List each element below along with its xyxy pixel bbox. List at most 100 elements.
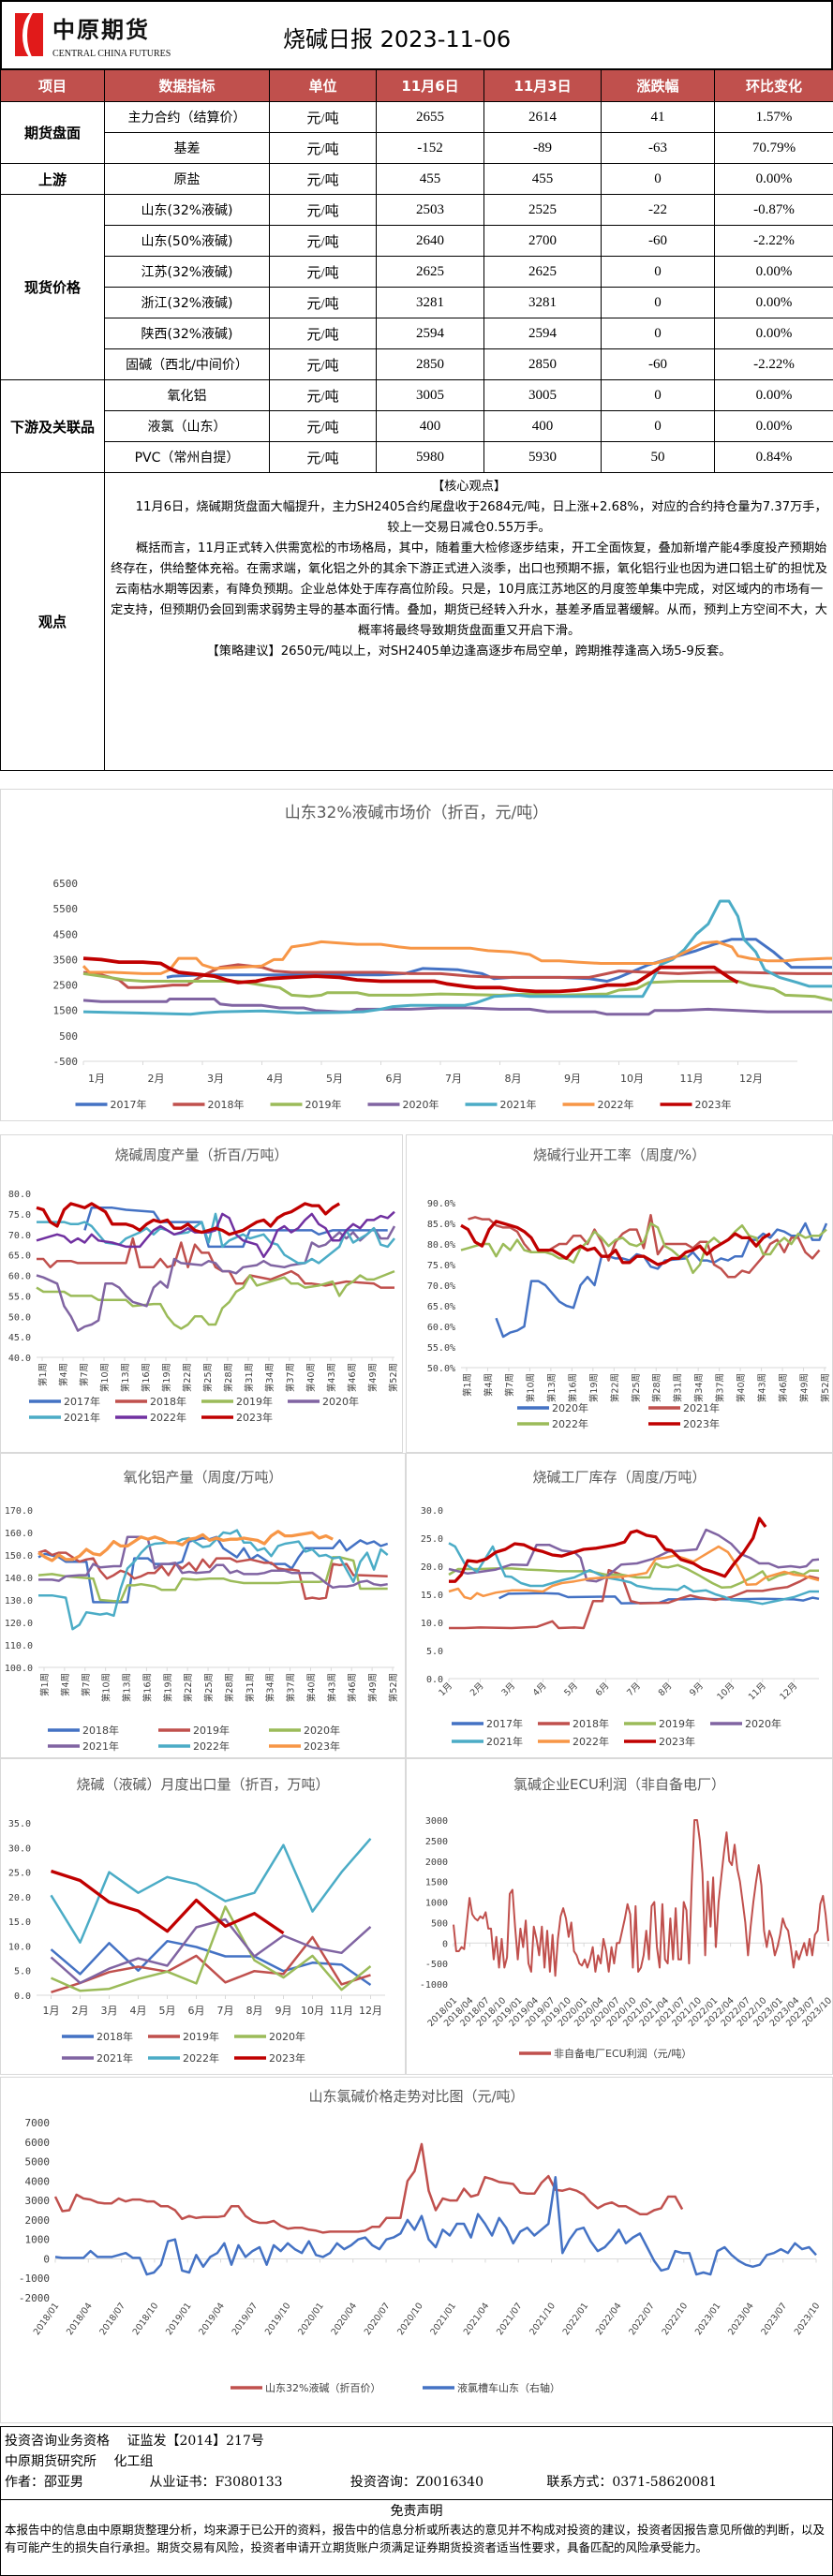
legend-label: 2017年 (111, 1098, 147, 1111)
x-tick-label: 第46周 (347, 1673, 358, 1702)
x-tick-label: 2023/04 (726, 2301, 756, 2337)
institute-text: 中原期货研究所 化工组 (5, 2454, 154, 2469)
x-tick-label: 12月 (778, 1680, 799, 1702)
category-cell: 期货盘面 (0, 101, 105, 164)
y-tick-label: 25.0 (8, 1869, 31, 1879)
y-tick-label: 0 (442, 1939, 448, 1949)
unit-cell: 元/吨 (269, 348, 377, 380)
table-row: 液氯（山东） 元/吨 400 400 0 0.00% (1, 410, 833, 442)
x-tick-label: 2月 (469, 1680, 486, 1698)
x-tick-label: 第10周 (101, 1673, 112, 1702)
y-tick-label: 500 (59, 1030, 78, 1043)
chart-title: 氯碱企业ECU利润（非自备电厂） (513, 1776, 725, 1793)
x-tick-label: 2021/07 (495, 2301, 525, 2337)
y-tick-label: 100.0 (5, 1664, 33, 1674)
x-tick-label: 第52周 (388, 1363, 399, 1392)
x-tick-label: 第31周 (245, 1673, 256, 1702)
market-data-table: 项目 数据指标 单位 11月6日 11月3日 涨跌幅 环比变化 期货盘面 主力合约（结算价） 元… (0, 69, 833, 771)
table-row: 浙江(32%液碱) 元/吨 3281 3281 0 0.00% (1, 287, 833, 318)
view-paragraph: 【策略建议】2650元/吨以上，对SH2405单边逢高逐步布局空单，跨期推荐逢高… (206, 644, 732, 659)
legend-label: 2022年 (573, 1735, 609, 1748)
column-header: 单位 (269, 69, 377, 102)
y-tick-label: -2000 (19, 2292, 50, 2304)
table-row: 固碱（西北/中间价） 元/吨 2850 2850 -60 -2.22% (1, 348, 833, 380)
chart-title: 烧碱工厂库存（周度/万吨） (532, 1469, 706, 1486)
y-tick-label: 2500 (53, 980, 79, 992)
chart-ecu-profit: 氯碱企业ECU利润（非自备电厂） -1000 -500 0 500 1000 1500 200… (406, 1758, 833, 2075)
x-tick-label: 2022/10 (661, 2301, 691, 2337)
x-tick-label: 2019/07 (231, 2301, 260, 2337)
pct-change-cell: -2.22% (714, 225, 833, 257)
x-tick-label: 3月 (207, 1073, 224, 1085)
x-tick-label: 第7周 (81, 1673, 92, 1696)
y-tick-label: 25.0 (421, 1534, 443, 1545)
series-line-32 (53, 2142, 684, 2234)
x-tick-label: 10月 (301, 2005, 324, 2017)
category-cell: 现货价格 (0, 194, 105, 380)
change-cell: 0 (601, 379, 715, 411)
qualification-text: 投资咨询业务资格 证监发【2014】217号 (5, 2434, 264, 2449)
column-header: 11月6日 (376, 69, 484, 102)
y-tick-label: 75.0% (427, 1261, 455, 1271)
series-line-2023 (36, 1202, 341, 1236)
category-cell: 下游及关联品 (0, 379, 105, 473)
legend-label: 2020年 (304, 1724, 340, 1737)
x-tick-label: 6月 (386, 1073, 403, 1085)
y-tick-label: 1000 (25, 2234, 51, 2246)
x-tick-label: 第22周 (183, 1673, 194, 1702)
legend-label: 2022年 (552, 1417, 588, 1430)
y-tick-label: 0.0 (426, 1675, 443, 1685)
y-tick-label: 110.0 (5, 1641, 33, 1651)
x-tick-label: 第7周 (504, 1373, 515, 1397)
legend-label: 山东32%液碱（折百价） (265, 2381, 380, 2394)
chart-title: 山东氯碱价格走势对比图（元/吨） (308, 2088, 524, 2105)
series-line-2023 (449, 1517, 767, 1583)
indicator-cell: 主力合约（结算价） (104, 101, 270, 133)
legend-label: 2022年 (183, 2051, 219, 2065)
indicator-cell: 基差 (104, 132, 270, 164)
x-tick-label: 第40周 (736, 1373, 747, 1402)
x-tick-label: 第4周 (58, 1363, 69, 1386)
current-value-cell: 5980 (376, 441, 484, 473)
unit-cell: 元/吨 (269, 379, 377, 411)
y-tick-label: -500 (425, 1960, 448, 1970)
legend-label: 2021年 (64, 1411, 100, 1424)
y-tick-label: 5.0 (426, 1647, 443, 1657)
y-tick-label: -500 (53, 1056, 79, 1068)
x-tick-label: 第40周 (305, 1673, 317, 1702)
x-tick-label: 2018/04 (65, 2301, 95, 2337)
disclaimer-title: 免责声明 (390, 2504, 443, 2519)
y-tick-label: 35.0 (8, 1819, 31, 1829)
x-tick-label: 第34周 (264, 1363, 275, 1392)
table-header-row: 项目 数据指标 单位 11月6日 11月3日 涨跌幅 环比变化 (0, 69, 833, 102)
view-paragraph: 概括而言，11月正式转入供需宽松的市场格局，其中，随着重大检修逐步结束，开工全面… (111, 541, 827, 638)
x-tick-label: 第22周 (182, 1363, 193, 1392)
unit-cell: 元/吨 (269, 287, 377, 318)
x-tick-label: 第49周 (799, 1373, 811, 1402)
current-value-cell: 2625 (376, 256, 484, 288)
x-tick-label: 4月 (531, 1680, 549, 1698)
x-tick-label: 第43周 (326, 1673, 337, 1702)
legend-label: 2022年 (193, 1740, 230, 1753)
y-tick-label: 40.0 (8, 1354, 31, 1364)
x-tick-label: 2018/10 (131, 2301, 161, 2337)
x-tick-label: 2022/07 (627, 2301, 657, 2337)
current-value-cell: 455 (376, 163, 484, 195)
series-line- (54, 2175, 817, 2276)
x-tick-label: 第37周 (285, 1363, 296, 1392)
x-tick-label: 6月 (188, 2005, 205, 2017)
series-line-2021 (38, 1535, 388, 1590)
previous-value-cell: 400 (483, 410, 602, 442)
x-tick-label: 5月 (562, 1680, 580, 1698)
report-footer: 投资咨询业务资格 证监发【2014】217号 中原期货研究所 化工组 作者：邵亚… (0, 2426, 833, 2576)
column-header: 项目 (0, 69, 105, 102)
x-tick-label: 第52周 (820, 1373, 831, 1402)
x-tick-label: 第28周 (224, 1673, 235, 1702)
series-line-2018 (449, 1568, 820, 1630)
y-tick-label: 1500 (53, 1005, 79, 1017)
indicator-cell: 浙江(32%液碱) (104, 287, 270, 318)
y-tick-label: 3000 (425, 1816, 448, 1827)
legend-label: 2020年 (745, 1717, 781, 1730)
legend-label: 2019年 (183, 2030, 219, 2043)
y-tick-label: 80.0 (8, 1190, 31, 1200)
